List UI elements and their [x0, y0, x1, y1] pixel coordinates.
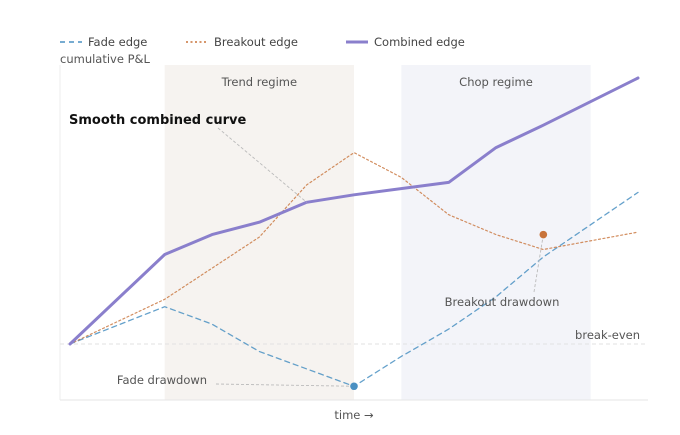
annotation-leader-3 — [215, 383, 355, 387]
annotation-label-2: Breakout drawdown — [445, 295, 560, 309]
annotation-marker-3 — [350, 382, 358, 391]
legend-label-1: Fade edge — [88, 35, 147, 49]
break-even-label: break-even — [575, 328, 640, 342]
legend-label-2: Breakout edge — [214, 35, 298, 49]
y-axis-label: cumulative P&L — [60, 52, 150, 66]
annotation-marker-2 — [539, 230, 548, 239]
regime-label-1: Trend regime — [221, 75, 297, 89]
legend-label-3: Combined edge — [374, 35, 465, 49]
annotation-label-3: Fade drawdown — [117, 373, 207, 387]
x-axis-label: time → — [334, 408, 374, 422]
series-line-breakout-edge — [69, 152, 639, 345]
series-line-combined-edge — [68, 76, 640, 346]
annotation-leader-1 — [217, 127, 307, 203]
annotation-label-1: Smooth combined curve — [69, 113, 246, 128]
regime-label-2: Chop regime — [459, 75, 533, 89]
series-line-fade-edge — [69, 191, 639, 387]
